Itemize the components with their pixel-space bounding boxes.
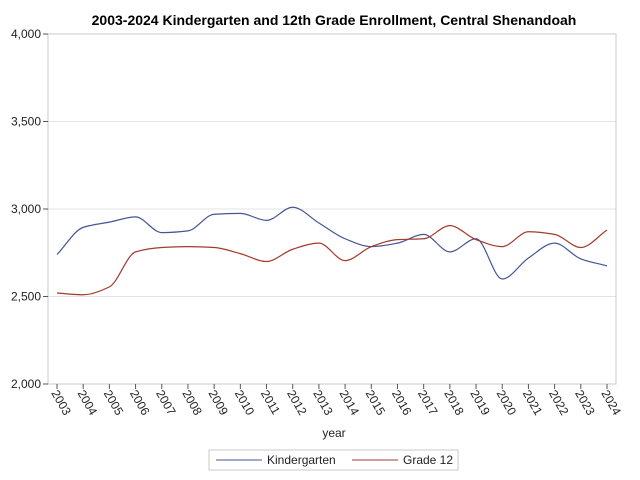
series-line-grade-12 — [56, 225, 608, 296]
series-line-kindergarten — [56, 206, 608, 280]
y-tick-label: 2,500 — [11, 290, 41, 304]
x-axis-label: year — [322, 426, 345, 440]
legend: Kindergarten Grade 12 — [208, 449, 459, 471]
legend-label-kindergarten: Kindergarten — [267, 453, 336, 467]
series-layer — [56, 206, 608, 296]
legend-label-grade-12: Grade 12 — [403, 453, 453, 467]
grid-lines — [48, 121, 616, 297]
y-tick-label: 3,000 — [11, 202, 41, 216]
y-tick-label: 4,000 — [11, 27, 41, 41]
y-tick-label: 3,500 — [11, 115, 41, 129]
y-tick-label: 2,000 — [11, 377, 41, 391]
y-axis: 2,000 2,500 3,000 3,500 4,000 — [11, 27, 48, 391]
chart-title: 2003-2024 Kindergarten and 12th Grade En… — [92, 12, 577, 28]
legend-frame — [208, 449, 459, 471]
